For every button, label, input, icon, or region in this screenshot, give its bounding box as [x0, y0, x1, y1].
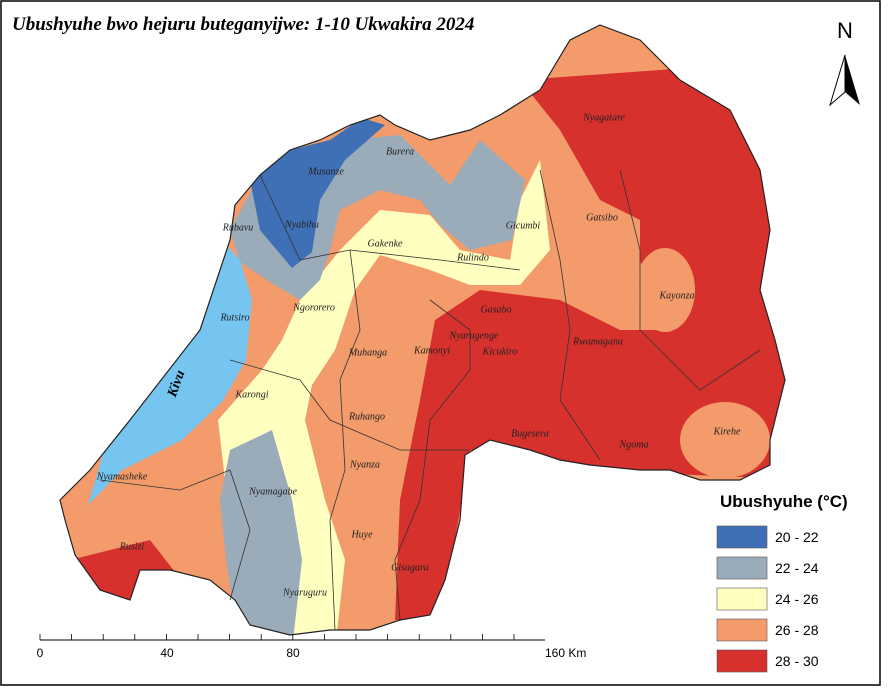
legend-title: Ubushyuhe (°C) — [720, 492, 848, 511]
district-label: Gisagara — [391, 562, 429, 573]
scale-label: 80 — [286, 646, 300, 660]
district-label: Kirehe — [713, 426, 741, 437]
district-label: Burera — [386, 146, 414, 157]
legend-label: 28 - 30 — [775, 653, 819, 669]
district-label: Nyabihu — [284, 219, 319, 230]
district-label: Rubavu — [222, 222, 254, 233]
district-label: Muhanga — [348, 347, 387, 358]
district-borders — [99, 169, 761, 631]
scale-label: 40 — [160, 646, 174, 660]
legend-swatch — [716, 525, 768, 549]
legend-swatch — [716, 649, 768, 673]
scale-label: 160 Km — [545, 646, 586, 660]
north-label: N — [837, 18, 853, 43]
zone-22-24 — [220, 430, 302, 635]
district-label: Nyaruguru — [282, 587, 327, 598]
legend-label: 20 - 22 — [775, 529, 819, 545]
district-label: Gicumbi — [506, 220, 541, 231]
district-label: Ngororero — [292, 302, 335, 313]
district-label: Nyamasheke — [96, 471, 148, 482]
country-outline — [59, 24, 786, 636]
legend-swatch — [716, 618, 768, 642]
scale-bar: 0 40 80 160 Km — [37, 634, 586, 660]
district-label: Huye — [350, 529, 373, 540]
legend: Ubushyuhe (°C) 20 - 22 22 - 24 24 - 26 26 -… — [716, 492, 848, 673]
north-arrow: N — [829, 18, 860, 107]
zone-26-28 — [680, 402, 770, 478]
legend-swatch — [716, 587, 768, 611]
district-label: Rulindo — [456, 252, 489, 263]
legend-swatch — [716, 556, 768, 580]
legend-label: 22 - 24 — [775, 560, 819, 576]
district-label: Nyagatare — [582, 112, 625, 123]
scale-label: 0 — [37, 646, 44, 660]
district-label: Ngoma — [619, 439, 649, 450]
district-label: Nyanza — [349, 459, 380, 470]
zone-26-28 — [635, 248, 695, 332]
district-label: Nyarugenge — [449, 330, 499, 341]
legend-label: 24 - 26 — [775, 591, 819, 607]
district-label: Kicukiro — [482, 346, 518, 357]
district-label: Nyamagabe — [248, 486, 297, 497]
district-label: Rusizi — [119, 541, 145, 552]
district-label: Gatsibo — [586, 212, 618, 223]
district-label: Musanze — [307, 166, 344, 177]
district-label: Gasabo — [480, 304, 511, 315]
map-title: Ubushyuhe bwo hejuru buteganyijwe: 1-10 … — [12, 14, 474, 35]
district-label: Rutsiro — [219, 312, 249, 323]
legend-label: 26 - 28 — [775, 622, 819, 638]
district-label: Ruhango — [348, 411, 385, 422]
district-label: Kamonyi — [413, 345, 450, 356]
district-label: Karongi — [235, 389, 269, 400]
zone-24-26 — [218, 160, 550, 635]
district-label: Gakenke — [368, 238, 404, 249]
zone-28-30 — [395, 60, 785, 620]
district-label: Kayonza — [659, 290, 695, 301]
district-label: Rwamagana — [572, 336, 623, 347]
district-label: Bugesera — [511, 428, 549, 439]
